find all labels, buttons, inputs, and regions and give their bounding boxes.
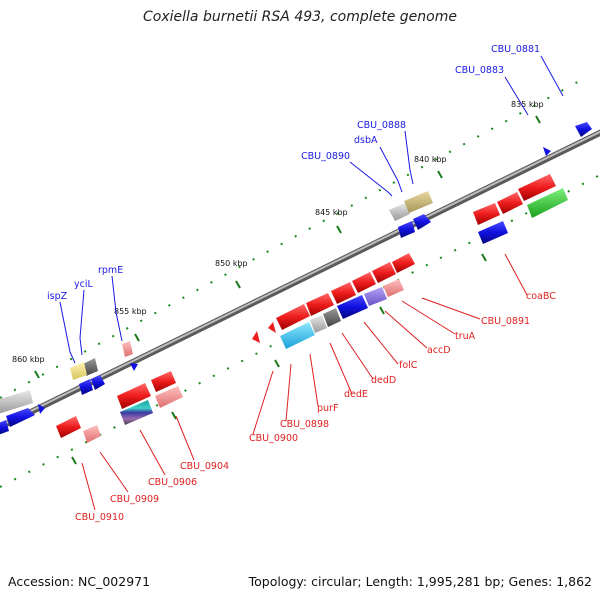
cds-reverse[interactable] [120,400,153,425]
cds-reverse[interactable] [252,331,260,343]
cds-reverse[interactable] [497,192,523,214]
cds-reverse[interactable] [323,308,341,327]
forward-features [0,122,592,435]
gene-label-cbu-0898[interactable]: CBU_0898 [280,419,329,430]
cds-forward[interactable] [79,379,93,395]
reverse-features [56,174,568,443]
cds-reverse[interactable] [56,416,81,438]
gene-label-folc[interactable]: folC [399,360,418,371]
tick-label-840: 840 kbp [414,155,447,164]
gene-label-cbu-0891[interactable]: CBU_0891 [481,316,530,327]
genome-summary-text: Topology: circular; Length: 1,995,281 bp… [248,574,592,589]
cds-forward[interactable] [38,404,45,414]
gene-label-cbu-0890[interactable]: CBU_0890 [301,151,350,162]
gene-label-purf[interactable]: purF [317,403,338,414]
cds-reverse[interactable] [310,315,327,333]
cds-forward[interactable] [130,363,138,371]
tick-label-850: 850 kbp [215,259,248,268]
cds-forward[interactable] [122,341,133,357]
cds-reverse[interactable] [383,279,404,297]
cds-reverse[interactable] [151,371,176,392]
gene-label-cbu-0881[interactable]: CBU_0881 [491,44,540,55]
cds-reverse[interactable] [352,272,376,293]
gene-label-ispz[interactable]: ispZ [47,291,68,302]
cds-reverse[interactable] [364,287,387,306]
cds-reverse[interactable] [117,383,151,409]
cds-reverse[interactable] [473,203,500,225]
cds-reverse[interactable] [83,425,101,443]
accession-text: Accession: NC_002971 [8,574,151,589]
cds-forward[interactable] [404,191,433,213]
major-ticks [34,115,541,465]
gene-label-cbu-0906[interactable]: CBU_0906 [148,477,197,488]
gene-label-cbu-0904[interactable]: CBU_0904 [180,461,229,472]
tick-label-835: 835 kbp [511,100,544,109]
gene-label-cbu-0910[interactable]: CBU_0910 [75,512,124,523]
gene-label-cbu-0888[interactable]: CBU_0888 [357,120,406,131]
gene-label-dedd[interactable]: dedD [371,375,396,386]
gene-label-dsba[interactable]: dsbA [354,135,378,146]
cds-forward[interactable] [83,358,98,376]
cds-reverse[interactable] [276,304,310,330]
cds-forward[interactable] [6,408,35,427]
cds-forward[interactable] [91,375,105,390]
cds-reverse[interactable] [518,174,556,201]
cds-reverse[interactable] [478,221,508,244]
gene-label-accd[interactable]: accD [427,345,451,356]
cds-forward[interactable] [398,221,415,238]
gene-label-rpme[interactable]: rpmE [98,265,123,276]
tick-label-860: 860 kbp [12,355,45,364]
gene-label-coabc[interactable]: coaBC [526,291,556,302]
cds-forward[interactable] [389,203,410,221]
cds-reverse[interactable] [392,253,415,273]
gene-label-cbu-0909[interactable]: CBU_0909 [110,494,159,505]
gene-label-cbu-0900[interactable]: CBU_0900 [249,433,298,444]
gene-label-cbu-0883[interactable]: CBU_0883 [455,65,504,76]
gene-label-ycil[interactable]: yciL [74,279,93,290]
cds-reverse[interactable] [280,322,315,349]
gene-label-dede[interactable]: dedE [344,389,368,400]
gene-label-trua[interactable]: truA [455,331,476,342]
cds-reverse[interactable] [372,262,396,283]
map-title: Coxiella burnetii RSA 493, complete geno… [143,9,457,25]
cds-forward[interactable] [70,362,87,380]
tick-label-855: 855 kbp [114,307,147,316]
cds-forward[interactable] [0,390,33,414]
cds-forward[interactable] [0,420,9,435]
cds-reverse[interactable] [527,188,568,218]
forward-label-leaders [59,55,564,364]
cds-forward[interactable] [413,214,431,230]
cds-reverse[interactable] [337,295,368,319]
reverse-label-leaders [81,253,528,511]
cds-reverse[interactable] [155,386,183,408]
cds-reverse[interactable] [306,293,334,316]
cds-reverse[interactable] [331,282,356,304]
cds-forward[interactable] [543,147,551,156]
tick-row-outer [0,77,586,399]
tick-label-845: 845 kbp [315,208,348,217]
cds-reverse[interactable] [268,322,276,333]
cds-forward[interactable] [575,122,592,137]
